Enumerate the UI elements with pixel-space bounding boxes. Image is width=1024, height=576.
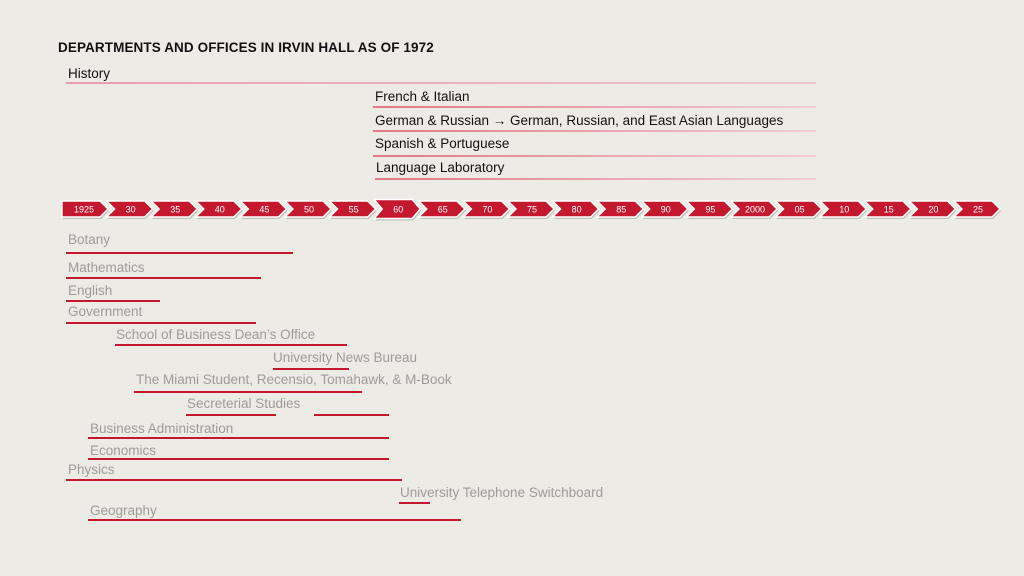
dept-label-german-russian: German & Russian → German, Russian, and … xyxy=(375,113,784,128)
dept-bar-economics xyxy=(88,458,389,460)
dept-bar-spanish-portuguese xyxy=(373,155,816,157)
timeline-chevron xyxy=(907,200,957,218)
page-title: DEPARTMENTS AND OFFICES IN IRVIN HALL AS… xyxy=(58,40,434,55)
timeline-chevron xyxy=(863,200,912,218)
timeline-year-label: 40 xyxy=(215,205,225,215)
timeline-year-label: 25 xyxy=(973,205,983,215)
timeline-chevron xyxy=(952,200,1001,218)
timeline-year-label: 55 xyxy=(349,205,359,215)
dept-bar-geography xyxy=(88,519,461,521)
timeline-chevron xyxy=(149,200,199,218)
dept-label-news-bureau: University News Bureau xyxy=(273,350,418,365)
dept-bar-secreterial-1 xyxy=(186,414,276,416)
timeline-year-label: 05 xyxy=(795,205,805,215)
dept-bar-french-italian xyxy=(373,106,816,108)
timeline-year-label: 20 xyxy=(928,205,938,215)
dept-bar-mathematics xyxy=(66,277,261,279)
dept-label-telephone: University Telephone Switchboard xyxy=(400,485,604,500)
dept-bar-business-admin xyxy=(88,437,389,439)
timeline-chevron xyxy=(684,200,734,218)
dept-label-spanish-portuguese: Spanish & Portuguese xyxy=(375,136,510,151)
dept-label-mathematics: Mathematics xyxy=(68,260,145,275)
timeline-year-label: 75 xyxy=(527,205,537,215)
timeline-chevron xyxy=(595,200,645,218)
timeline-year-label: 95 xyxy=(705,205,715,215)
timeline-year-label: 65 xyxy=(438,205,448,215)
dept-label-language-lab: Language Laboratory xyxy=(376,160,505,175)
dept-bar-news-bureau xyxy=(273,368,349,370)
timeline-chevron xyxy=(104,200,154,218)
dept-label-geography: Geography xyxy=(90,503,157,518)
dept-bar-english xyxy=(66,300,160,302)
timeline-chevron xyxy=(372,198,422,220)
dept-bar-telephone xyxy=(399,502,430,504)
timeline-year-label: 30 xyxy=(126,205,136,215)
timeline-chevron xyxy=(61,200,109,218)
dept-bar-language-lab xyxy=(375,178,816,180)
timeline-chevron xyxy=(550,200,600,218)
timeline-year-label: 35 xyxy=(170,205,180,215)
timeline-chevron xyxy=(640,200,689,218)
dept-bar-miami-student xyxy=(134,391,362,393)
timeline-chevron xyxy=(238,200,288,218)
timeline-year-label: 10 xyxy=(839,205,849,215)
timeline-year-label: 80 xyxy=(572,205,582,215)
timeline-chevron xyxy=(327,200,377,218)
timeline-year-label: 60 xyxy=(393,205,403,215)
dept-bar-business-dean xyxy=(115,344,347,346)
dept-label-english: English xyxy=(68,283,113,298)
timeline-chevron xyxy=(729,200,778,218)
timeline-chevron xyxy=(818,200,868,218)
dept-label-business-admin: Business Administration xyxy=(90,421,234,436)
dept-label-miami-student: The Miami Student, Recensio, Tomahawk, &… xyxy=(136,372,452,387)
timeline-year-label: 45 xyxy=(259,205,269,215)
dept-label-business-dean: School of Business Dean’s Office xyxy=(116,327,316,342)
timeline-chevron xyxy=(773,200,823,218)
timeline-chevron xyxy=(194,200,243,218)
timeline-year-label: 1925 xyxy=(74,205,94,215)
dept-bar-history xyxy=(66,82,816,84)
timeline-year-label: 50 xyxy=(304,205,314,215)
timeline-chevron xyxy=(283,200,332,218)
dept-label-government: Government xyxy=(68,304,143,319)
dept-bar-government xyxy=(66,322,256,324)
timeline-year-label: 15 xyxy=(884,205,894,215)
dept-bar-botany xyxy=(66,252,293,254)
dept-label-economics: Economics xyxy=(90,443,157,458)
timeline-year-label: 2000 xyxy=(745,205,765,215)
dept-label-secreterial: Secreterial Studies xyxy=(187,396,301,411)
timeline-year-label: 85 xyxy=(616,205,626,215)
dept-label-french-italian: French & Italian xyxy=(375,89,470,104)
dept-label-physics: Physics xyxy=(68,462,115,477)
timeline-chevron xyxy=(417,200,466,218)
timeline-year-label: 90 xyxy=(661,205,671,215)
timeline-chevron xyxy=(506,200,555,218)
dept-label-history: History xyxy=(68,66,111,81)
timeline-year-label: 70 xyxy=(482,205,492,215)
timeline-chevron xyxy=(461,200,511,218)
dept-bar-german-russian xyxy=(373,130,816,132)
dept-bar-secreterial-2 xyxy=(314,414,389,416)
dept-label-botany: Botany xyxy=(68,232,111,247)
dept-bar-physics xyxy=(66,479,402,481)
